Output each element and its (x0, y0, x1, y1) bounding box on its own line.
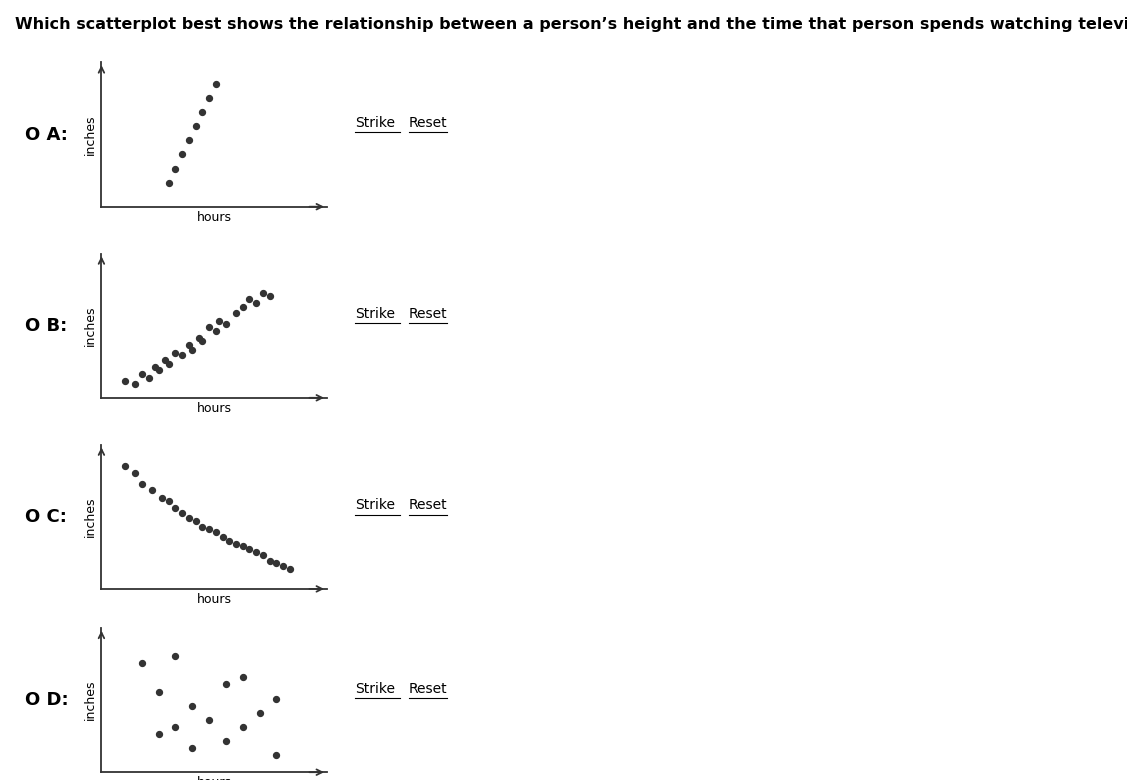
Point (160, 357, 178, 370)
Text: O A:: O A: (25, 126, 68, 144)
Point (274, 560, 292, 573)
Point (201, 523, 219, 536)
Text: Reset: Reset (409, 682, 447, 696)
Point (174, 349, 192, 362)
Point (167, 502, 185, 515)
Point (167, 346, 185, 359)
Point (167, 650, 185, 662)
Text: Strike: Strike (355, 116, 394, 130)
Point (206, 526, 224, 538)
Point (116, 459, 134, 472)
X-axis label: hours: hours (196, 211, 232, 224)
Point (206, 325, 224, 338)
Point (180, 339, 198, 352)
Point (216, 735, 234, 747)
Point (201, 91, 219, 104)
Point (240, 292, 258, 305)
Point (194, 520, 212, 533)
Point (190, 332, 208, 345)
Point (167, 162, 185, 175)
Point (184, 343, 202, 356)
Point (180, 512, 198, 524)
Point (116, 374, 134, 387)
Point (216, 318, 234, 331)
Point (187, 515, 205, 527)
Point (206, 77, 224, 90)
Point (267, 557, 285, 569)
Point (126, 466, 144, 479)
Point (227, 537, 245, 550)
Point (281, 563, 299, 576)
Point (174, 148, 192, 161)
Y-axis label: inches: inches (85, 680, 97, 720)
Point (167, 721, 185, 733)
Point (180, 134, 198, 147)
Point (143, 484, 161, 496)
Point (254, 287, 272, 300)
Text: Strike: Strike (355, 498, 394, 512)
Point (126, 378, 144, 390)
Point (213, 530, 231, 543)
Y-axis label: inches: inches (85, 497, 97, 537)
Text: Reset: Reset (409, 307, 447, 321)
Point (267, 749, 285, 761)
Text: O C:: O C: (25, 508, 66, 526)
X-axis label: hours: hours (196, 593, 232, 606)
Point (184, 700, 202, 712)
Point (140, 372, 158, 385)
Point (133, 478, 151, 491)
Text: O B:: O B: (25, 317, 66, 335)
Text: Reset: Reset (409, 498, 447, 512)
Point (247, 546, 265, 558)
Point (233, 541, 251, 553)
Point (210, 315, 228, 328)
Point (201, 714, 219, 726)
Point (233, 721, 251, 733)
Text: Which scatterplot best shows the relationship between a person’s height and the : Which scatterplot best shows the relatio… (15, 17, 1127, 32)
Point (160, 176, 178, 189)
Point (133, 657, 151, 669)
X-axis label: hours: hours (196, 402, 232, 415)
Point (160, 495, 178, 508)
Point (147, 360, 165, 373)
Point (240, 543, 258, 555)
Point (233, 301, 251, 314)
Point (227, 307, 245, 319)
Text: O D:: O D: (25, 691, 69, 709)
X-axis label: hours: hours (196, 776, 232, 780)
Point (187, 120, 205, 133)
Point (174, 506, 192, 519)
Y-axis label: inches: inches (85, 115, 97, 154)
Point (260, 555, 278, 567)
Text: Reset: Reset (409, 116, 447, 130)
Point (254, 548, 272, 561)
Point (150, 686, 168, 698)
Point (150, 728, 168, 740)
Point (267, 693, 285, 705)
Point (247, 296, 265, 309)
Text: Strike: Strike (355, 307, 394, 321)
Point (194, 335, 212, 347)
Point (150, 363, 168, 376)
Point (216, 679, 234, 691)
Y-axis label: inches: inches (85, 306, 97, 346)
Point (220, 534, 238, 547)
Point (157, 353, 175, 366)
Point (201, 321, 219, 333)
Point (184, 742, 202, 754)
Point (260, 289, 278, 302)
Point (250, 707, 268, 719)
Point (233, 671, 251, 683)
Point (133, 367, 151, 380)
Point (153, 492, 171, 505)
Point (194, 105, 212, 118)
Text: Strike: Strike (355, 682, 394, 696)
